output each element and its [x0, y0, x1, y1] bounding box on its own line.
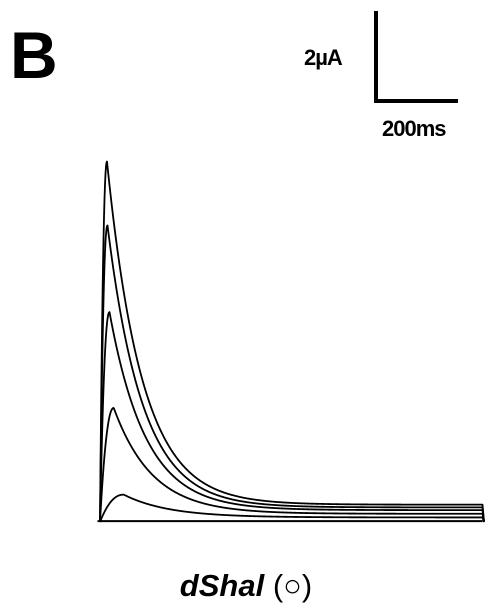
scale-bar-lines — [374, 11, 458, 103]
current-trace-5 — [99, 493, 485, 523]
scale-bar-current-label: 2µA — [304, 45, 343, 70]
figure-caption: dShal (○) — [0, 570, 492, 601]
caption-symbol: (○) — [272, 568, 313, 603]
scale-bar-time-label: 200ms — [382, 116, 447, 141]
scale-bar — [374, 11, 458, 103]
current-trace-2 — [99, 224, 485, 523]
current-traces — [97, 160, 485, 523]
current-trace-4 — [99, 407, 485, 523]
panel-letter: B — [10, 18, 58, 92]
caption-gene-name: dShal — [179, 568, 265, 603]
current-trace-3 — [99, 311, 485, 523]
current-trace-1 — [99, 160, 485, 523]
